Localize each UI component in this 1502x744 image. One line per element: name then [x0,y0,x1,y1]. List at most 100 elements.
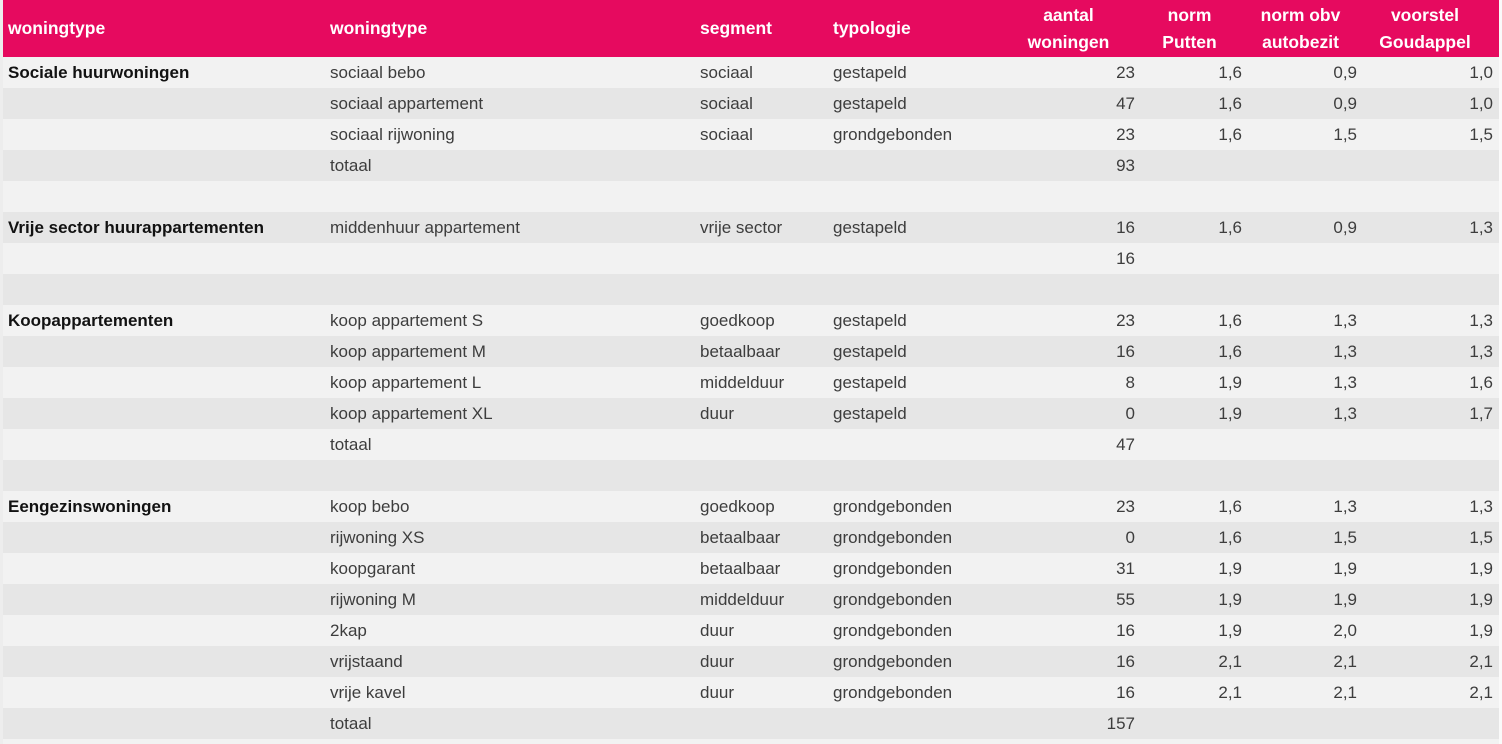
cell-group-label [3,646,325,677]
cell-typologie: grondgebonden [833,124,953,144]
cell-woningtype: vrije kavel [330,682,406,702]
cell-woningtype: rijwoning M [330,589,416,609]
cell-norm-obv-autobezit: 1,3 [1333,310,1357,330]
cell-aantal-woningen: 23 [1116,124,1135,144]
cell-aantal-woningen: 47 [1116,434,1135,454]
cell-voorstel-goudappel: 1,3 [1469,341,1493,361]
cell-woningtype: 2kap [330,620,367,640]
cell-segment [697,243,830,274]
col-header-label-line1: voorstel [1390,4,1460,25]
table-row: koopgarant betaalbaar grondgebonden 31 1… [3,553,1499,584]
col-header-norm-putten: norm Putten [1143,0,1250,57]
cell-norm-putten [1143,460,1250,491]
cell-aantal-woningen: 0 [1125,527,1135,547]
cell-norm-putten: 1,9 [1218,558,1242,578]
table-row: Sociale huurwoningen sociaal bebo sociaa… [3,57,1499,88]
cell-norm-obv-autobezit [1250,708,1365,739]
cell-norm-obv-autobezit [1250,150,1365,181]
cell-segment: sociaal [700,62,753,82]
table-row [3,274,1499,305]
cell-segment: betaalbaar [700,527,781,547]
cell-voorstel-goudappel: 2,1 [1469,682,1493,702]
cell-segment [697,708,830,739]
cell-segment [697,181,830,212]
cell-norm-putten: 1,9 [1218,589,1242,609]
cell-voorstel-goudappel: 1,0 [1469,93,1493,113]
cell-typologie: grondgebonden [833,527,953,547]
cell-norm-putten [1143,429,1250,460]
table-row: vrije kavel duur grondgebonden 16 2,1 2,… [3,677,1499,708]
col-header-label-line2: woningen [1027,31,1110,52]
cell-typologie [830,460,1008,491]
cell-aantal-woningen [1008,460,1143,491]
cell-group-label [3,274,325,305]
cell-segment: duur [700,403,735,423]
cell-voorstel-goudappel: 1,9 [1469,589,1493,609]
cell-group-label: Eengezinswoningen [8,496,172,516]
cell-aantal-woningen: 16 [1116,651,1135,671]
cell-woningtype [325,460,697,491]
cell-aantal-woningen: 16 [1116,248,1135,268]
cell-woningtype [325,274,697,305]
cell-typologie: gestapeld [833,341,907,361]
cell-segment [697,429,830,460]
cell-typologie: gestapeld [833,93,907,113]
col-header-label-line2: Goudappel [1379,31,1471,52]
cell-aantal-woningen: 8 [1125,372,1135,392]
cell-voorstel-goudappel: 1,5 [1469,124,1493,144]
cell-group-label [3,522,325,553]
cell-aantal-woningen: 16 [1116,217,1135,237]
cell-group-label [3,708,325,739]
cell-aantal-woningen [1008,181,1143,212]
cell-segment: betaalbaar [700,341,781,361]
cell-norm-obv-autobezit: 0,9 [1333,93,1357,113]
cell-norm-putten: 1,6 [1218,93,1242,113]
cell-voorstel-goudappel: 1,3 [1469,217,1493,237]
cell-voorstel-goudappel: 1,3 [1469,310,1493,330]
col-header-aantal-woningen: aantal woningen [1008,0,1143,57]
cell-norm-putten: 1,9 [1218,620,1242,640]
cell-segment [697,150,830,181]
col-header-label: woningtype [330,18,428,38]
cell-segment: middelduur [700,589,785,609]
cell-typologie [830,429,1008,460]
cell-group-label [3,615,325,646]
cell-aantal-woningen: 93 [1116,155,1135,175]
cell-aantal-woningen: 55 [1116,589,1135,609]
cell-norm-putten: 2,1 [1218,651,1242,671]
cell-norm-obv-autobezit: 1,3 [1333,372,1357,392]
col-header-norm-obv-autobezit: norm obv autobezit [1250,0,1365,57]
cell-norm-putten: 1,6 [1218,62,1242,82]
table-row: sociaal appartement sociaal gestapeld 47… [3,88,1499,119]
cell-woningtype [325,243,697,274]
cell-norm-putten: 1,6 [1218,217,1242,237]
cell-aantal-woningen: 23 [1116,496,1135,516]
cell-norm-obv-autobezit: 1,3 [1333,341,1357,361]
cell-group-label [3,398,325,429]
cell-woningtype: koop bebo [330,496,410,516]
table-row: totaal 47 [3,429,1499,460]
cell-norm-obv-autobezit [1250,243,1365,274]
cell-woningtype: sociaal appartement [330,93,484,113]
cell-typologie: gestapeld [833,310,907,330]
cell-woningtype: koop appartement S [330,310,484,330]
table-row: sociaal rijwoning sociaal grondgebonden … [3,119,1499,150]
cell-woningtype: koop appartement L [330,372,482,392]
cell-segment: duur [700,651,735,671]
cell-norm-obv-autobezit [1250,274,1365,305]
cell-woningtype: koopgarant [330,558,416,578]
cell-woningtype: totaal [330,713,372,733]
cell-segment: vrije sector [700,217,783,237]
cell-group-label [3,460,325,491]
cell-voorstel-goudappel: 1,6 [1469,372,1493,392]
cell-voorstel-goudappel: 1,9 [1469,558,1493,578]
table-header: woningtype woningtype segment typologie … [3,0,1499,57]
cell-typologie: grondgebonden [833,620,953,640]
cell-typologie: grondgebonden [833,589,953,609]
cell-segment: goedkoop [700,310,775,330]
cell-woningtype: middenhuur appartement [330,217,520,237]
cell-segment [697,274,830,305]
cell-segment: sociaal [700,93,753,113]
cell-aantal-woningen: 16 [1116,682,1135,702]
